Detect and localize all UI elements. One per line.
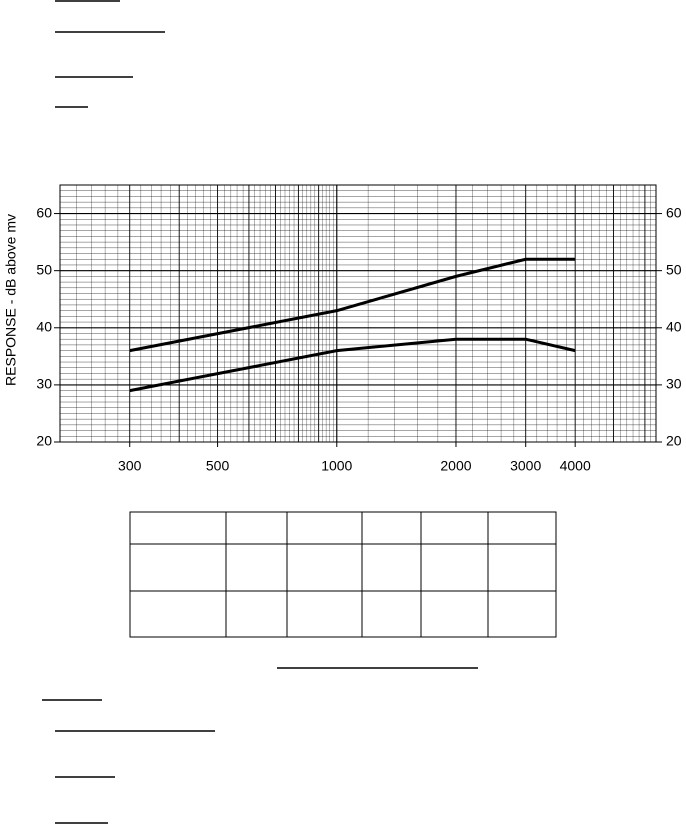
y-tick-label: 30 (36, 376, 52, 392)
blank-lines (42, 0, 478, 824)
y-tick-label: 60 (36, 204, 52, 220)
y2-tick-label: 60 (666, 204, 682, 220)
data-line (129, 257, 576, 353)
x-tick-label: 500 (206, 458, 230, 474)
plot-frame (59, 184, 657, 443)
x-tick-label: 300 (118, 458, 142, 474)
y2-tick-label: 20 (666, 433, 682, 449)
data-line (129, 337, 576, 393)
y-tick-label: 50 (36, 261, 52, 277)
y-axis-label: RESPONSE - dB above mv (3, 214, 19, 386)
y2-tick-label: 50 (666, 261, 682, 277)
table-border (129, 511, 557, 638)
y-tick-label: 40 (36, 318, 52, 334)
blank-table (129, 511, 557, 638)
y2-tick-label: 40 (666, 318, 682, 334)
y-tick-label: 20 (36, 433, 52, 449)
chart: 20 30 40 50 60 20 30 40 50 60 300 500 1000 2000 3000 40… (36, 184, 682, 474)
y2-tick-label: 30 (666, 376, 682, 392)
x-tick-label: 4000 (560, 458, 591, 474)
x-tick-label: 3000 (510, 458, 541, 474)
x-tick-label: 2000 (440, 458, 471, 474)
x-tick-label: 1000 (321, 458, 352, 474)
